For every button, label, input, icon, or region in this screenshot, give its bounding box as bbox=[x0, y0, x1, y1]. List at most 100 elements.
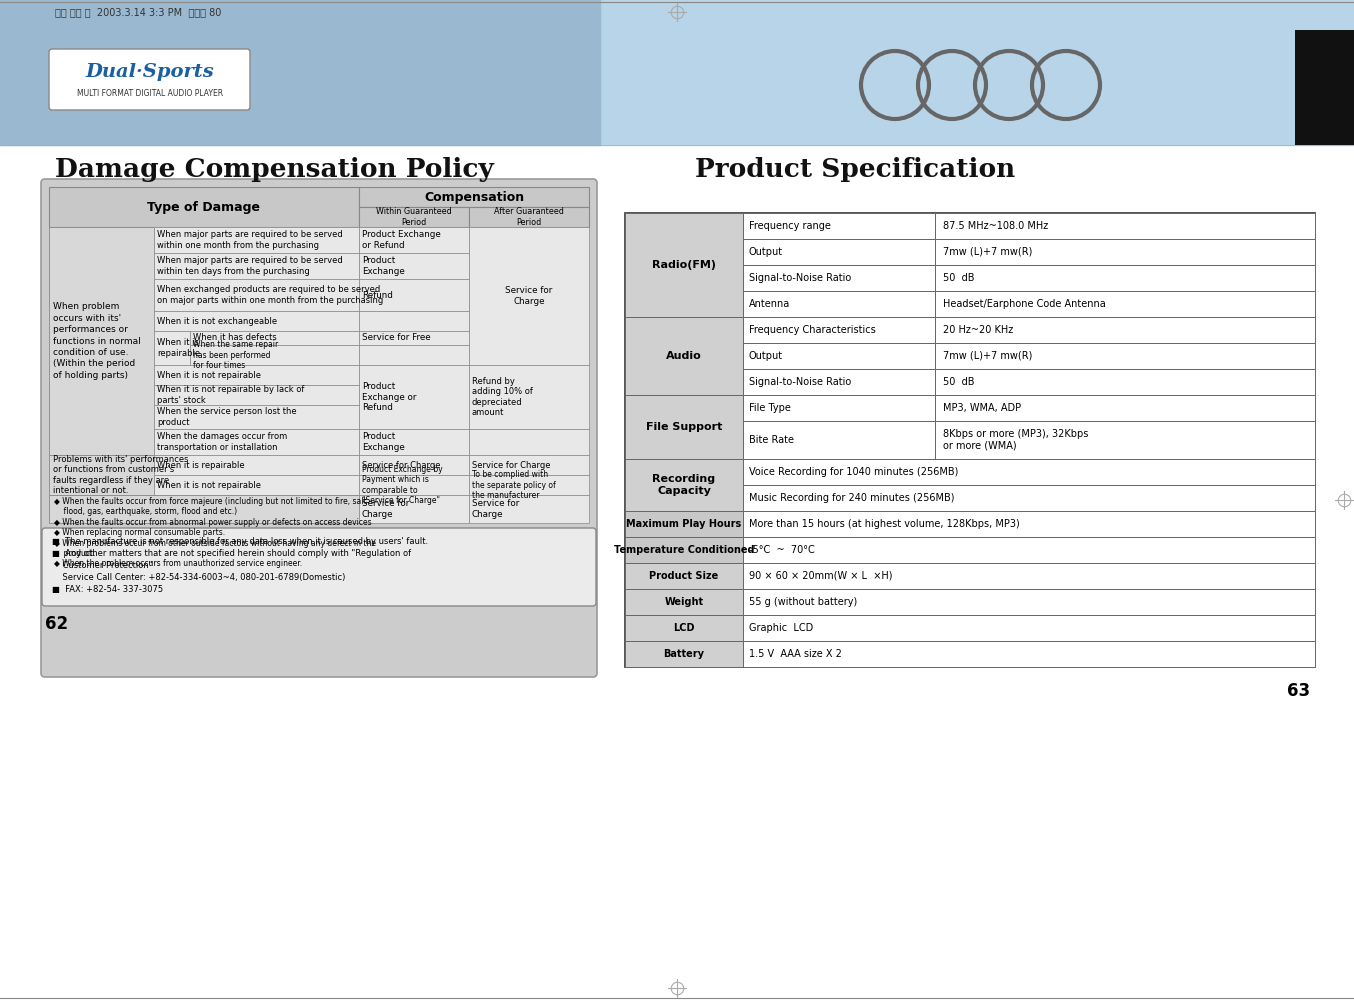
Bar bbox=[468, 207, 589, 227]
Text: 90 × 60 × 20mm(W × L  ×H): 90 × 60 × 20mm(W × L ×H) bbox=[749, 571, 892, 581]
Text: Service Call Center: +82-54-334-6003~4, 080-201-6789(Domestic): Service Call Center: +82-54-334-6003~4, … bbox=[51, 573, 345, 582]
Text: 50  dB: 50 dB bbox=[942, 273, 975, 283]
Text: 7mw (L)+7 mw(R): 7mw (L)+7 mw(R) bbox=[942, 351, 1032, 361]
Bar bbox=[743, 265, 936, 291]
Text: ■  Any other matters that are not specified herein should comply with "Regulatio: ■ Any other matters that are not specifi… bbox=[51, 549, 412, 558]
Text: After Guaranteed
Period: After Guaranteed Period bbox=[494, 207, 563, 227]
Text: 20 Hz~20 KHz: 20 Hz~20 KHz bbox=[942, 325, 1013, 335]
Text: Signal-to-Noise Ratio: Signal-to-Noise Ratio bbox=[749, 273, 852, 283]
Text: When exchanged products are required to be served
on major parts within one mont: When exchanged products are required to … bbox=[157, 285, 383, 305]
Bar bbox=[626, 615, 743, 641]
Bar bbox=[1294, 30, 1354, 145]
Bar bbox=[49, 227, 154, 455]
Bar bbox=[626, 213, 1315, 667]
Text: Service for Charge: Service for Charge bbox=[473, 460, 551, 470]
Text: Battery: Battery bbox=[663, 649, 704, 659]
Bar bbox=[743, 369, 936, 395]
Bar bbox=[468, 495, 589, 523]
Text: -5°C  ~  70°C: -5°C ~ 70°C bbox=[749, 545, 815, 555]
Bar bbox=[359, 207, 468, 227]
Text: More than 15 hours (at highest volume, 128Kbps, MP3): More than 15 hours (at highest volume, 1… bbox=[749, 519, 1020, 529]
Text: File Type: File Type bbox=[749, 403, 791, 413]
Text: When it is
repairable: When it is repairable bbox=[157, 338, 200, 358]
Text: When it is not repairable by lack of
parts' stock: When it is not repairable by lack of par… bbox=[157, 385, 305, 405]
Text: Type of Damage: Type of Damage bbox=[148, 200, 260, 214]
FancyBboxPatch shape bbox=[49, 49, 250, 110]
Bar bbox=[359, 455, 468, 475]
Text: When the service person lost the
product: When the service person lost the product bbox=[157, 407, 297, 427]
Text: 50  dB: 50 dB bbox=[942, 377, 975, 387]
Text: When it is not exchangeable: When it is not exchangeable bbox=[157, 316, 278, 326]
Bar bbox=[743, 317, 936, 343]
FancyBboxPatch shape bbox=[41, 179, 597, 677]
Text: 63: 63 bbox=[1286, 682, 1311, 700]
Text: Output: Output bbox=[749, 351, 783, 361]
Bar bbox=[743, 395, 936, 421]
Bar bbox=[936, 265, 1315, 291]
Bar bbox=[468, 475, 589, 495]
Text: Music Recording for 240 minutes (256MB): Music Recording for 240 minutes (256MB) bbox=[749, 493, 955, 503]
Text: Product Specification: Product Specification bbox=[695, 157, 1016, 182]
Bar bbox=[626, 563, 743, 589]
Text: Product Exchange
or Refund: Product Exchange or Refund bbox=[362, 230, 441, 250]
Bar bbox=[626, 589, 743, 615]
Text: Service for Charge: Service for Charge bbox=[362, 460, 440, 470]
Text: Service for Free: Service for Free bbox=[362, 334, 431, 342]
Bar bbox=[154, 365, 359, 385]
Text: Output: Output bbox=[749, 247, 783, 257]
Bar bbox=[743, 213, 936, 239]
Bar bbox=[743, 641, 1315, 667]
Text: When major parts are required to be served
within one month from the purchasing: When major parts are required to be serv… bbox=[157, 230, 343, 250]
Text: Customer Protection": Customer Protection" bbox=[51, 561, 153, 570]
Bar bbox=[743, 511, 1315, 537]
Text: When major parts are required to be served
within ten days from the purchasing: When major parts are required to be serv… bbox=[157, 256, 343, 276]
Bar bbox=[0, 0, 600, 145]
Bar bbox=[154, 227, 359, 253]
Text: When the same repair
has been performed
for four times: When the same repair has been performed … bbox=[194, 340, 279, 370]
Text: Dual·Sports: Dual·Sports bbox=[85, 63, 214, 81]
Text: Service for
Charge: Service for Charge bbox=[362, 499, 409, 519]
Text: Frequency Characteristics: Frequency Characteristics bbox=[749, 325, 876, 335]
Bar bbox=[626, 395, 743, 459]
Text: Product Exchange by
Payment which is
comparable to
"Service for Charge": Product Exchange by Payment which is com… bbox=[362, 465, 443, 505]
Text: File Support: File Support bbox=[646, 422, 722, 432]
Text: ■  FAX: +82-54- 337-3075: ■ FAX: +82-54- 337-3075 bbox=[51, 585, 162, 594]
Bar bbox=[359, 429, 468, 455]
Text: Product
Exchange or
Refund: Product Exchange or Refund bbox=[362, 382, 417, 412]
Text: Maximum Play Hours: Maximum Play Hours bbox=[627, 519, 742, 529]
Bar bbox=[359, 331, 468, 345]
Bar bbox=[743, 239, 936, 265]
Text: MULTI FORMAT DIGITAL AUDIO PLAYER: MULTI FORMAT DIGITAL AUDIO PLAYER bbox=[77, 89, 223, 98]
Bar bbox=[743, 421, 936, 459]
Bar bbox=[49, 455, 154, 495]
Bar bbox=[359, 365, 468, 429]
Bar bbox=[626, 317, 743, 395]
Text: Damage Compensation Policy: Damage Compensation Policy bbox=[56, 157, 494, 182]
Bar bbox=[936, 291, 1315, 317]
Bar bbox=[359, 187, 589, 207]
Bar bbox=[468, 365, 589, 429]
Bar bbox=[743, 485, 1315, 511]
Bar bbox=[936, 369, 1315, 395]
Bar bbox=[154, 253, 359, 279]
Bar bbox=[936, 421, 1315, 459]
Text: Bite Rate: Bite Rate bbox=[749, 435, 793, 445]
Text: ■  The manufacture is not responsible for any data loss when it is caused by use: ■ The manufacture is not responsible for… bbox=[51, 537, 428, 546]
Bar bbox=[626, 511, 743, 537]
Bar bbox=[743, 343, 936, 369]
Text: Headset/Earphone Code Antenna: Headset/Earphone Code Antenna bbox=[942, 299, 1106, 309]
Bar bbox=[626, 641, 743, 667]
Bar bbox=[154, 455, 359, 475]
Text: 55 g (without battery): 55 g (without battery) bbox=[749, 597, 857, 607]
Bar bbox=[154, 311, 359, 331]
Text: LCD: LCD bbox=[673, 623, 695, 633]
Text: ◆ When the faults occur from force majeure (including but not limited to fire, s: ◆ When the faults occur from force majeu… bbox=[54, 497, 376, 568]
Bar bbox=[468, 455, 589, 475]
Bar bbox=[359, 253, 468, 279]
FancyBboxPatch shape bbox=[42, 528, 596, 606]
Text: Refund by
adding 10% of
depreciated
amount: Refund by adding 10% of depreciated amou… bbox=[473, 377, 533, 417]
Text: When it is not repairable: When it is not repairable bbox=[157, 481, 261, 489]
Text: Compensation: Compensation bbox=[424, 190, 524, 204]
Text: Weight: Weight bbox=[665, 597, 704, 607]
Text: When it is repairable: When it is repairable bbox=[157, 460, 245, 470]
